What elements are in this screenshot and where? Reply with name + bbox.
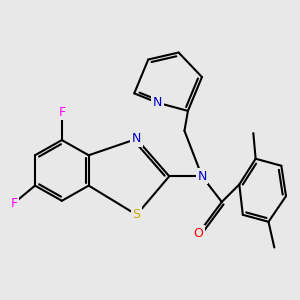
Text: N: N bbox=[132, 132, 141, 146]
Text: O: O bbox=[194, 227, 203, 240]
Text: N: N bbox=[197, 170, 207, 183]
Text: F: F bbox=[58, 106, 65, 118]
Text: N: N bbox=[153, 96, 162, 109]
Text: S: S bbox=[133, 208, 141, 221]
Text: F: F bbox=[11, 196, 18, 210]
